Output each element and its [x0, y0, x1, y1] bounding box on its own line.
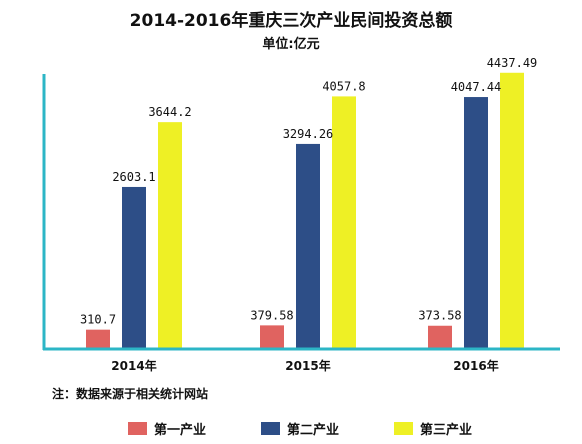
x-tick-label: 2014年: [111, 358, 156, 373]
chart-title: 2014-2016年重庆三次产业民间投资总额: [129, 11, 453, 31]
data-label: 379.58: [250, 308, 293, 322]
legend-label: 第二产业: [287, 423, 340, 438]
legend-swatch: [261, 422, 281, 435]
bar: [500, 72, 524, 350]
data-label: 4047.44: [451, 80, 502, 94]
legend-swatch: [128, 422, 147, 435]
data-label: 373.58: [418, 309, 461, 323]
bar: [86, 329, 110, 349]
legend-item: 第二产业: [261, 419, 339, 438]
data-label: 3644.2: [148, 105, 191, 119]
x-tick-label: 2015年: [285, 358, 330, 373]
data-label: 310.7: [80, 313, 116, 327]
source-note: 注：数据来源于相关统计网站: [52, 387, 209, 401]
legend-label: 第一产业: [154, 423, 207, 438]
bar: [332, 96, 356, 349]
data-label: 3294.26: [283, 127, 334, 141]
legend: 第一产业 第二产业 第三产业: [128, 419, 527, 438]
legend-item: 第三产业: [394, 419, 472, 438]
bar: [260, 325, 284, 349]
legend-item: 第一产业: [128, 419, 206, 438]
bar: [464, 97, 488, 349]
bar: [158, 122, 182, 349]
data-label: 2603.1: [112, 170, 155, 184]
chart-subtitle: 单位:亿元: [262, 37, 320, 52]
bar: [428, 325, 452, 349]
x-tick-label: 2016年: [453, 358, 498, 373]
legend-swatch: [394, 422, 414, 435]
data-label: 4057.8: [322, 79, 365, 93]
bar: [296, 143, 320, 349]
data-label: 4437.49: [487, 56, 538, 70]
legend-label: 第三产业: [420, 423, 473, 438]
bar: [122, 186, 146, 349]
